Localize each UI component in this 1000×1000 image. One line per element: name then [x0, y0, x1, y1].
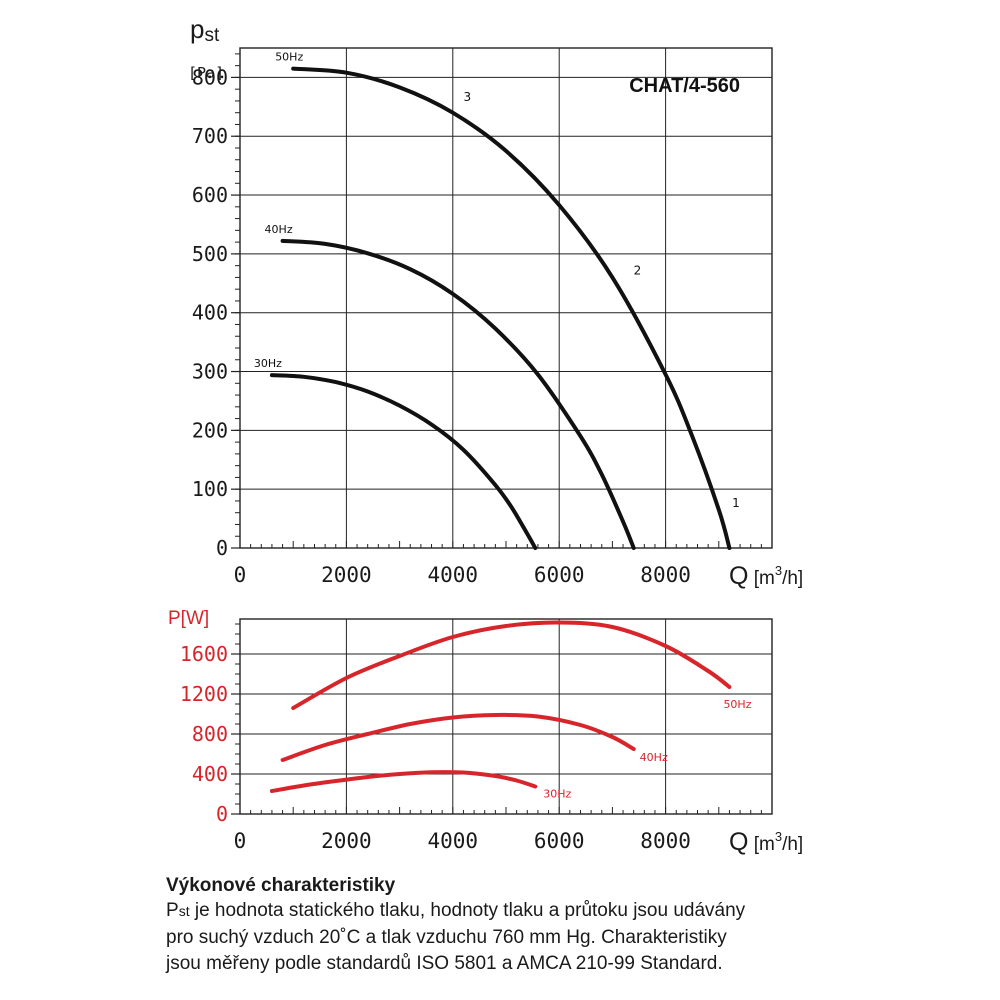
caption-p-subscript: st [178, 903, 190, 919]
x-tick-label: 6000 [534, 563, 585, 587]
x-tick-label: 6000 [534, 829, 585, 853]
series-label-40hz: 40Hz [265, 223, 293, 236]
x-axis-unit-sup: 3 [775, 829, 782, 844]
y-axis-label: P[W] [168, 608, 209, 629]
x-axis-unit-suffix: /h] [782, 568, 803, 589]
y-axis-label-p: p [190, 14, 204, 44]
power-chart: 0 2000 4000 6000 8000 0 400 800 1200 1600 50Hz 40Hz… [168, 608, 803, 856]
x-axis-unit-suffix: /h] [782, 834, 803, 855]
y-axis-unit: [Pa] [188, 64, 224, 82]
series-label-50hz: 50Hz [723, 698, 751, 711]
x-axis-q: Q [729, 828, 748, 856]
caption-title: Výkonové charakteristiky [166, 875, 396, 896]
y-tick-label: 400 [192, 762, 228, 786]
series-line-30hz [269, 373, 538, 550]
caption: Výkonové charakteristiky Pst je hodnota … [166, 874, 966, 978]
y-tick-label: 500 [192, 242, 228, 266]
x-axis-q: Q [729, 562, 748, 590]
x-tick-label: 0 [234, 563, 247, 587]
y-tick-label: 600 [192, 183, 228, 207]
series-line-50hz [291, 66, 732, 550]
y-tick-label: 400 [192, 301, 228, 325]
series-line-50hz [291, 620, 732, 710]
operating-point-label-3: 3 [463, 90, 471, 104]
series-label-30hz: 30Hz [543, 788, 571, 801]
y-axis-label-st: st [204, 25, 220, 46]
y-tick-label: 800 [192, 722, 228, 746]
pressure-chart: 0 2000 4000 6000 8000 0 100 200 300 400 500 600 700 8… [188, 14, 803, 590]
caption-line-2: pro suchý vzduch 20˚C a tlak vzduchu 760… [166, 926, 727, 948]
y-tick-label: 1200 [180, 682, 228, 706]
x-tick-label: 2000 [321, 563, 372, 587]
x-axis-label: Q [m3/h] [729, 828, 803, 856]
x-tick-label: 8000 [640, 829, 691, 853]
y-tick-label: 700 [192, 124, 228, 148]
x-axis-unit: [m [748, 568, 774, 589]
caption-line-3: jsou měřeny podle standardů ISO 5801 a A… [166, 953, 723, 974]
caption-p: P [166, 900, 179, 921]
x-tick-label: 2000 [321, 829, 372, 853]
y-tick-label: 300 [192, 360, 228, 384]
caption-line-1-text: je hodnota statického tlaku, hodnoty tla… [189, 900, 746, 921]
y-tick-label: 0 [216, 802, 228, 826]
y-tick-label: 800 [192, 65, 228, 89]
y-tick-label: 1600 [180, 642, 228, 666]
operating-point-label-2: 2 [634, 263, 642, 277]
y-tick-label: 100 [192, 477, 228, 501]
y-tick-label: 200 [192, 418, 228, 442]
x-tick-label: 4000 [428, 563, 479, 587]
x-tick-label: 8000 [640, 563, 691, 587]
series-label-50hz: 50Hz [275, 51, 303, 64]
y-tick-label: 0 [216, 536, 228, 560]
plot-frame [239, 47, 773, 549]
series-line-30hz [269, 770, 538, 793]
operating-point-label-1: 1 [732, 496, 740, 510]
series-label-40hz: 40Hz [640, 751, 668, 764]
x-axis-unit-sup: 3 [775, 563, 782, 578]
x-axis-label: Q [m3/h] [729, 562, 803, 590]
series-label-30hz: 30Hz [254, 357, 282, 370]
x-tick-label: 4000 [428, 829, 479, 853]
series-line-40hz [280, 238, 636, 550]
caption-line-1: Pst je hodnota statického tlaku, hodnoty… [166, 898, 966, 925]
y-axis-label: pst [190, 14, 220, 46]
model-label: CHAT/4-560 [629, 75, 740, 97]
series-line-40hz [280, 712, 636, 762]
x-axis-unit: [m [748, 834, 774, 855]
x-tick-label: 0 [234, 829, 247, 853]
